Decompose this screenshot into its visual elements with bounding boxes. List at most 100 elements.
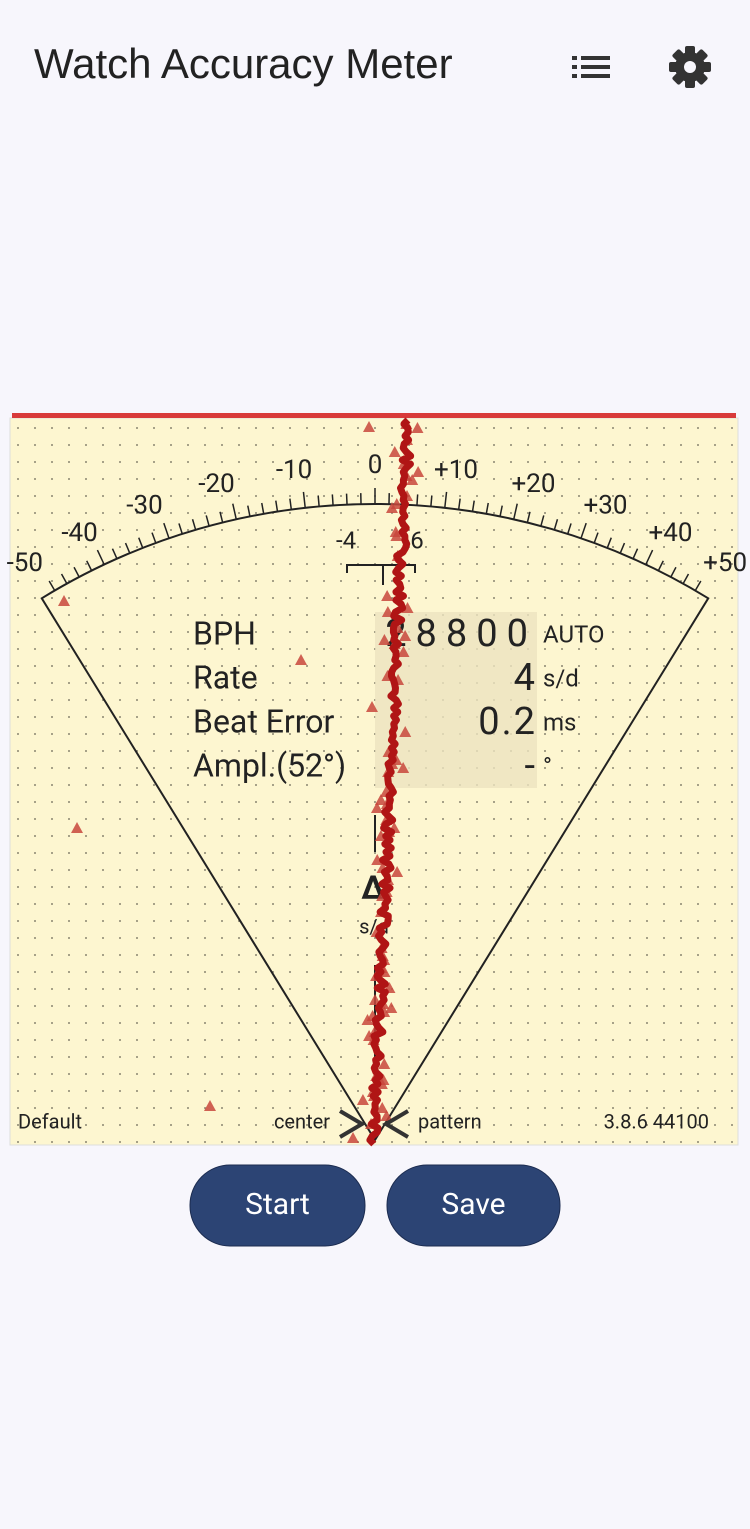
scale-tick [444,491,448,508]
scale-tick [124,542,131,554]
app-title: Watch Accuracy Meter [34,40,453,87]
beat-marker [381,590,394,601]
window-label: 6 [410,526,424,554]
beat-marker [412,466,425,477]
scale-label: +40 [648,518,692,548]
scale-tick [526,511,531,523]
reading-unit: AUTO [543,620,605,648]
scale-tick [540,515,545,527]
footer-profile: Default [18,1109,82,1133]
scale-tick [593,532,599,544]
scale-tick [670,566,677,578]
scale-tick [619,542,626,554]
scale-label: +30 [584,491,628,521]
beat-marker [356,1094,369,1105]
beat-marker [397,762,410,773]
beat-marker [363,421,375,432]
scale-tick [73,566,80,578]
scale-tick [471,500,475,512]
beat-marker [370,802,383,813]
reading-value: 28800 [385,612,537,656]
scale-tick [553,519,559,531]
beat-marker [376,1102,389,1113]
scale-tick [205,515,210,527]
button-label[interactable]: Save [441,1187,505,1222]
window-bracket [346,564,416,573]
scale-tick [275,500,279,512]
beat-marker [385,1002,398,1013]
scale-label: -30 [126,491,162,521]
scale-tick [606,537,612,549]
scale-tick [86,560,93,571]
scale-tick [191,519,197,531]
beat-marker [374,794,387,805]
reading-value: 0.2 [478,700,537,744]
beat-marker [361,1014,374,1025]
scale-tick [138,537,144,549]
scale-tick [60,573,68,584]
beat-marker [366,701,378,712]
beat-marker [391,866,404,877]
scale-tick [580,522,587,539]
beat-marker [388,446,401,457]
scale-tick [247,505,251,517]
beat-marker [204,1100,216,1111]
scale-tick [416,494,419,506]
button-0[interactable] [189,1164,366,1247]
settings-icon[interactable] [669,46,711,88]
scale-tick [219,511,224,523]
scale-label: +20 [511,469,555,499]
scale-tick [111,548,118,560]
beat-marker [399,630,412,641]
reading-value: 4 [514,656,537,700]
beat-trace [366,417,415,1147]
beat-marker [378,1058,391,1069]
scale-tick [96,549,105,565]
scale-tick [289,498,293,510]
scale-label: -10 [276,455,312,485]
scale-tick [261,502,265,514]
scale-fan [40,503,710,1142]
scale-tick [632,548,639,560]
scale-tick [694,580,702,591]
reading-unit: ° [543,752,552,780]
beat-marker [390,530,403,541]
scale-label: -50 [7,548,43,578]
scale-tick [457,498,461,510]
beat-marker [397,646,410,657]
beat-marker [411,422,424,433]
scale-tick [48,580,56,591]
reading-label: Rate [193,658,258,696]
beat-marker [380,1110,393,1121]
button-label[interactable]: Start [245,1187,310,1222]
scale-label: -20 [198,469,234,499]
reading-label: Beat Error [193,702,335,740]
beat-marker [399,726,412,737]
scale-label: 0 [368,450,383,480]
beat-marker [347,1132,359,1143]
pattern-arrow [382,1109,410,1139]
button-1[interactable] [386,1164,561,1247]
list-icon[interactable] [572,56,610,78]
scale-tick [178,523,183,535]
beat-marker [406,474,419,485]
reading-label: Ampl.(52°) [193,746,346,784]
scale-tick [302,491,306,508]
scale-tick [657,560,664,571]
scale-label: -40 [61,518,97,548]
reading-label: BPH [193,614,256,652]
scale-tick [232,503,237,520]
scale-tick [331,494,334,506]
center-arrow [338,1109,366,1139]
scale-tick [317,495,320,507]
scale-tick [163,522,170,539]
scale-tick [513,503,518,520]
reading-unit: s/d [543,664,579,692]
beat-marker [378,634,391,645]
top-bar [12,413,736,418]
footer-version: 3.8.6 44100 [604,1109,709,1133]
scale-tick [430,495,433,507]
reading-value: - [524,744,537,788]
